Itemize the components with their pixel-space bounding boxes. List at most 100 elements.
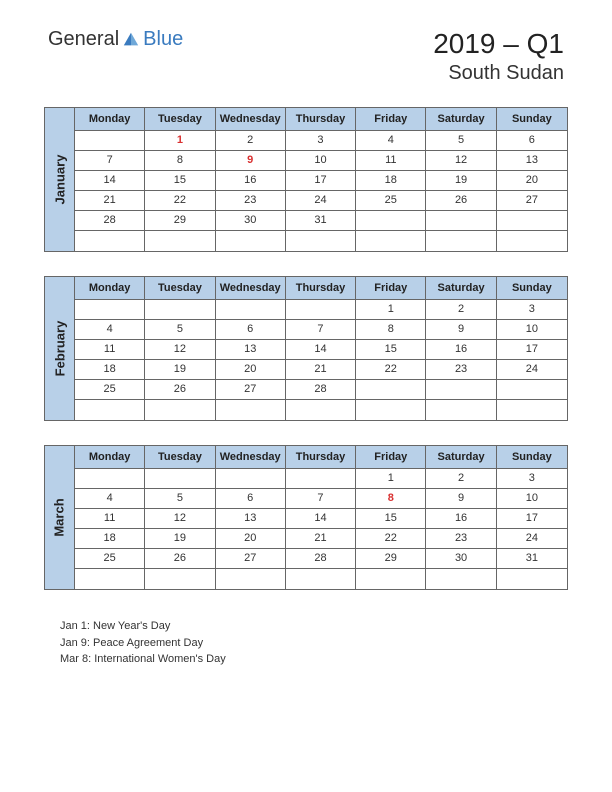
day-header: Wednesday [216,108,286,131]
calendar-cell: 23 [426,360,496,380]
calendar-cell: 26 [145,380,215,400]
calendar-cell [75,300,145,320]
calendar-cell: 23 [216,191,286,211]
calendar-cell: 12 [426,151,496,171]
holiday-entry: Jan 9: Peace Agreement Day [60,635,564,652]
calendar-cell: 12 [145,509,215,529]
calendar-cell: 19 [145,529,215,549]
calendar-cell [497,231,567,251]
calendar-cell [145,400,215,420]
calendar-cell: 22 [356,360,426,380]
calendar-cell: 18 [75,360,145,380]
calendar-cell [75,231,145,251]
calendar-cell: 14 [286,509,356,529]
calendar-cell: 6 [216,489,286,509]
calendar-cell [426,400,496,420]
calendar-cell: 21 [286,529,356,549]
calendar-cell [145,569,215,589]
day-header: Wednesday [216,446,286,469]
calendar-cell: 4 [75,320,145,340]
calendar-cell [216,469,286,489]
month-grid: JanuaryMondayTuesdayWednesdayThursdayFri… [44,107,568,252]
calendar-cell: 10 [497,320,567,340]
calendar-cell: 7 [286,320,356,340]
day-header: Saturday [426,277,496,300]
logo-text-blue: Blue [143,28,183,51]
calendar-cell: 27 [216,549,286,569]
day-header: Friday [356,277,426,300]
calendar-cell: 8 [356,320,426,340]
calendar-cell: 18 [356,171,426,191]
calendar-cell: 5 [145,320,215,340]
day-header: Saturday [426,108,496,131]
calendar-cell: 15 [356,340,426,360]
calendar-cell: 20 [216,529,286,549]
calendar-cell: 17 [497,509,567,529]
calendar-cell [216,569,286,589]
calendar-cell [497,211,567,231]
calendar-cell [356,211,426,231]
calendar-cell: 1 [356,300,426,320]
calendar-cell [216,400,286,420]
day-header: Tuesday [145,108,215,131]
calendar-cell: 13 [216,340,286,360]
calendar-cell: 16 [426,509,496,529]
calendar-cell: 23 [426,529,496,549]
calendar-cell: 25 [75,549,145,569]
calendar-cell: 3 [286,131,356,151]
calendars-container: JanuaryMondayTuesdayWednesdayThursdayFri… [0,97,612,590]
calendar-cell: 27 [216,380,286,400]
month-grid: MarchMondayTuesdayWednesdayThursdayFrida… [44,445,568,590]
day-header: Tuesday [145,277,215,300]
calendar-cell: 28 [286,380,356,400]
month-label: January [45,108,75,251]
calendar-cell: 26 [145,549,215,569]
calendar-cell [356,231,426,251]
month-name: March [52,498,67,536]
month-grid: FebruaryMondayTuesdayWednesdayThursdayFr… [44,276,568,421]
calendar-cell [75,469,145,489]
calendar-cell: 29 [356,549,426,569]
logo: General Blue [48,28,183,51]
calendar-cell: 30 [426,549,496,569]
calendar-cell: 11 [75,509,145,529]
calendar-cell: 6 [216,320,286,340]
calendar-cell: 26 [426,191,496,211]
calendar-cell: 27 [497,191,567,211]
calendar-cell: 31 [286,211,356,231]
period-title: 2019 – Q1 [433,28,564,60]
day-header: Monday [75,277,145,300]
calendar-cell: 25 [75,380,145,400]
calendar-cell [426,211,496,231]
month-label: March [45,446,75,589]
logo-text-general: General [48,28,119,51]
calendar-cell: 1 [145,131,215,151]
holiday-entry: Mar 8: International Women's Day [60,651,564,668]
calendar-cell: 9 [426,489,496,509]
holiday-list: Jan 1: New Year's DayJan 9: Peace Agreem… [0,614,612,668]
calendar-cell [75,131,145,151]
calendar-cell: 21 [286,360,356,380]
calendar-cell: 15 [145,171,215,191]
calendar-cell: 4 [75,489,145,509]
calendar-cell: 28 [286,549,356,569]
calendar-cell: 30 [216,211,286,231]
calendar-cell: 4 [356,131,426,151]
calendar-cell: 21 [75,191,145,211]
day-header: Sunday [497,108,567,131]
calendar-cell: 22 [145,191,215,211]
calendar-cell [145,231,215,251]
calendar-cell [426,569,496,589]
calendar-cell: 7 [286,489,356,509]
calendar-cell [426,231,496,251]
calendar-cell [356,400,426,420]
calendar-cell [497,569,567,589]
month-block: MarchMondayTuesdayWednesdayThursdayFrida… [44,445,568,590]
calendar-cell [75,569,145,589]
day-header: Thursday [286,277,356,300]
calendar-cell [145,300,215,320]
calendar-cell [286,569,356,589]
calendar-cell [356,569,426,589]
calendar-cell: 19 [426,171,496,191]
calendar-cell: 16 [216,171,286,191]
